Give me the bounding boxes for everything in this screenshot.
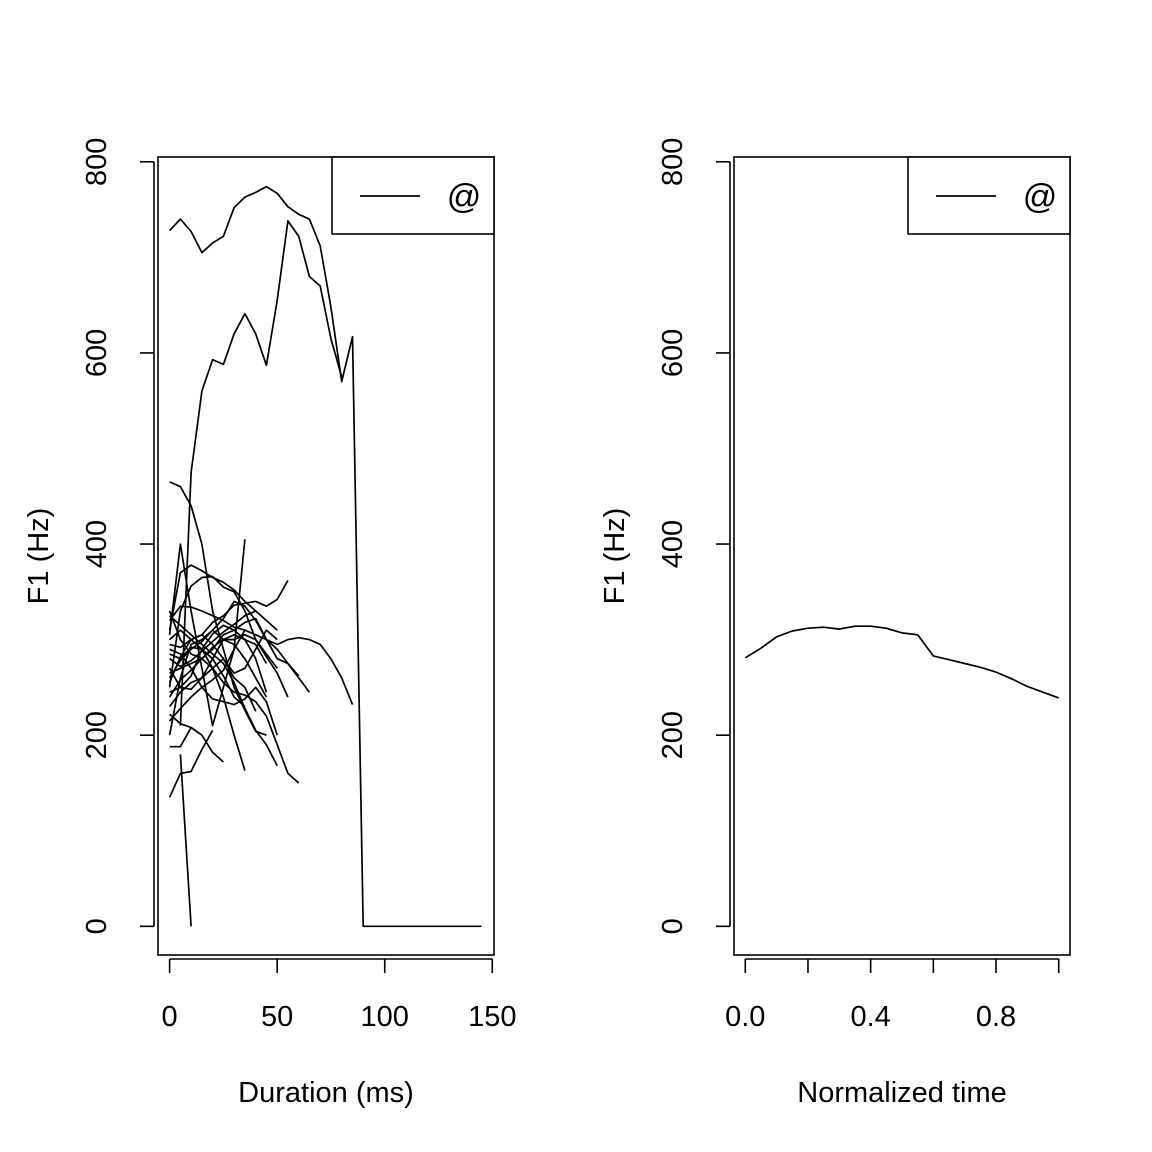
series-line-3 bbox=[168, 564, 278, 631]
series-line-20 bbox=[168, 629, 246, 722]
y-tick-label: 600 bbox=[657, 329, 689, 377]
legend-label: @ bbox=[447, 178, 482, 216]
series-line-18 bbox=[168, 633, 268, 708]
series-line-22 bbox=[169, 646, 246, 708]
series-line-15 bbox=[169, 727, 192, 748]
x-tick-label: 150 bbox=[468, 1001, 516, 1033]
series-line-10 bbox=[169, 617, 311, 693]
series-line-12 bbox=[169, 648, 279, 736]
y-tick-label: 800 bbox=[81, 138, 113, 186]
x-tick-label: 0 bbox=[162, 1001, 178, 1033]
x-axis-title: Normalized time bbox=[797, 1077, 1007, 1109]
series-line-0 bbox=[744, 625, 1059, 699]
left-panel-duration: 0 50 100 150 0 200 400 600 800 Duration (ms) F1 (H… bbox=[23, 138, 516, 1109]
x-tick-label: 0.0 bbox=[725, 1001, 765, 1033]
y-tick-label: 200 bbox=[657, 711, 689, 759]
legend-box bbox=[331, 156, 495, 235]
series-line-21 bbox=[168, 629, 278, 691]
y-tick-label: 400 bbox=[81, 520, 113, 568]
series-line-14 bbox=[168, 729, 214, 798]
series-line-9 bbox=[168, 610, 300, 784]
plot-frame bbox=[157, 156, 495, 956]
y-tick-label: 800 bbox=[657, 138, 689, 186]
series-line-23 bbox=[169, 624, 268, 693]
series-line-4 bbox=[168, 575, 289, 698]
y-axis-title: F1 (Hz) bbox=[23, 508, 55, 605]
x-axis-title: Duration (ms) bbox=[238, 1077, 414, 1109]
x-tick-label: 0.4 bbox=[850, 1001, 890, 1033]
x-tick-label: 0.8 bbox=[976, 1001, 1016, 1033]
series-line-8 bbox=[168, 633, 257, 712]
series-line-0 bbox=[168, 185, 482, 928]
y-tick-label: 200 bbox=[81, 711, 113, 759]
y-tick-label: 0 bbox=[657, 918, 689, 934]
y-axis-title: F1 (Hz) bbox=[599, 508, 631, 605]
series-line-17 bbox=[168, 539, 246, 727]
series-line-1 bbox=[179, 220, 343, 726]
series-line-25 bbox=[169, 615, 278, 767]
series-line-19 bbox=[169, 629, 246, 771]
plot-frame bbox=[733, 156, 1071, 956]
x-tick-label: 50 bbox=[261, 1001, 293, 1033]
x-tick-label: 100 bbox=[361, 1001, 409, 1033]
right-panel-normalized-time: 0.0 0.4 0.8 0 200 400 600 800 Normalized time F1 … bbox=[599, 138, 1071, 1109]
series-line-13 bbox=[168, 629, 268, 736]
series-line-7 bbox=[168, 600, 300, 679]
series-line-24 bbox=[169, 610, 257, 668]
series-line-16 bbox=[169, 713, 224, 763]
legend: @ bbox=[907, 156, 1071, 235]
legend: @ bbox=[331, 156, 495, 235]
y-tick-label: 600 bbox=[81, 329, 113, 377]
legend-label: @ bbox=[1023, 178, 1058, 216]
series-line-5 bbox=[168, 605, 354, 705]
y-tick-label: 0 bbox=[81, 918, 113, 934]
y-tick-label: 400 bbox=[657, 520, 689, 568]
series-line-26 bbox=[179, 754, 192, 927]
